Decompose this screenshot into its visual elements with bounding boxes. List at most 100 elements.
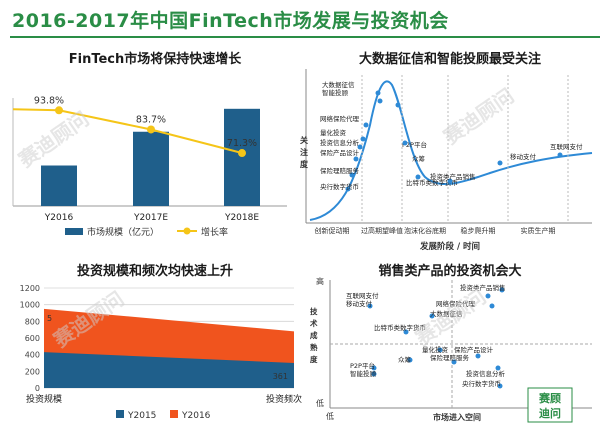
y-axis-label-char: 术 — [310, 318, 318, 328]
hype-point — [402, 140, 408, 146]
x-tick-label: Y2017E — [133, 213, 168, 223]
hype-cycle-title: 大数据征信和智能投顾最受关注 — [358, 52, 541, 67]
y-tick-label: 1000 — [20, 301, 40, 310]
legend-swatch-y2015 — [116, 410, 124, 418]
legend-label-y2016: Y2016 — [181, 411, 211, 421]
bar-market-size — [224, 108, 260, 206]
legend-label-rate: 增长率 — [201, 226, 228, 238]
matrix-point-label: 保险产品设计 — [454, 345, 494, 354]
hype-point-label: 保险产品设计 — [320, 148, 360, 157]
growth-rate-label: 71.3% — [227, 138, 257, 149]
stage-label: 创新促动期 — [315, 226, 350, 235]
growth-rate-label: 83.7% — [136, 114, 166, 125]
matrix-point — [485, 293, 491, 299]
title-bar: 2016-2017年中国FinTech市场发展与投资机会 — [0, 0, 602, 44]
legend-swatch-y2016 — [170, 410, 178, 418]
y-tick-label: 800 — [25, 317, 40, 326]
y-tick-label: 1200 — [20, 284, 40, 293]
area-annotation: 5 — [47, 314, 52, 323]
matrix-point-label: 众筹 — [398, 355, 412, 364]
hype-point — [353, 156, 359, 162]
matrix-point — [451, 359, 457, 365]
legend-marker-rate — [183, 227, 191, 235]
stage-label: 稳步爬升期 — [461, 226, 496, 235]
hype-point — [363, 122, 369, 128]
hype-point — [375, 90, 381, 96]
matrix-title: 销售类产品的投资机会大 — [378, 264, 522, 279]
matrix-point-label: 量化投资 — [422, 345, 449, 354]
hype-point-label: 移动支付 — [510, 152, 537, 161]
matrix-point-label: 投资信息分析 — [466, 369, 506, 378]
y-axis-low: 低 — [316, 398, 324, 408]
matrix-point — [407, 357, 413, 363]
hype-point-label: 大数据征信 — [322, 80, 355, 89]
matrix-point-label: 央行数字货币 — [462, 379, 501, 388]
matrix-point — [495, 365, 501, 371]
matrix-point-label: 智能投顾 — [350, 369, 377, 378]
y-tick-label: 600 — [25, 334, 40, 343]
investment-area-chart: 0 200 400 600 800 1000 1200 5 361 投资规模 投资频次 Y2015 Y2… — [20, 284, 302, 421]
title-divider — [10, 36, 600, 38]
hype-point-label: 智能投顾 — [322, 88, 349, 97]
watermark-text: 赛迪顾问 — [438, 84, 518, 150]
y-axis-label-char: 度 — [300, 159, 309, 169]
bar-market-size — [41, 165, 77, 206]
legend-swatch-market — [65, 228, 83, 235]
page-title: 2016-2017年中国FinTech市场发展与投资机会 — [12, 10, 449, 32]
hype-point-label: 央行数字货币 — [320, 182, 359, 191]
matrix-point-label: 网络保险代理 — [436, 299, 476, 308]
y-axis-label-char: 度 — [310, 354, 318, 364]
matrix-point — [367, 303, 373, 309]
growth-rate-label: 93.8% — [34, 95, 64, 106]
watermark-text: 赛迪顾问 — [410, 285, 490, 351]
hype-point — [447, 178, 453, 184]
x-tick-label: 投资规模 — [26, 393, 62, 405]
matrix-point-label: P2P平台 — [350, 361, 375, 370]
hype-curve — [309, 80, 593, 221]
hype-point-label: 比特币类数字货币 — [406, 178, 458, 187]
hype-point-label: 保险理赔服务 — [320, 166, 360, 175]
y-tick-label: 400 — [25, 351, 40, 360]
growth-rate-point — [55, 106, 63, 115]
hype-point-label: 量化投资 — [320, 128, 347, 137]
hype-point — [497, 160, 503, 166]
y-tick-label: 200 — [25, 367, 40, 376]
stage-label: 过高期望峰值 — [361, 226, 403, 235]
matrix-point — [489, 303, 495, 309]
legend-label-market: 市场规模（亿元） — [87, 226, 159, 238]
y-axis-label-char: 注 — [300, 147, 308, 157]
matrix-point — [475, 353, 481, 359]
fintech-growth-chart: Y2016 Y2017E Y2018E 93.8% 83.7% 71.3% 市场规模（亿元）… — [12, 95, 287, 238]
growth-rate-line — [12, 108, 243, 154]
fintech-growth-title: FinTech市场将保持快速增长 — [68, 52, 242, 67]
x-tick-label: Y2018E — [224, 213, 259, 223]
y-axis-label-char: 成 — [310, 330, 318, 340]
matrix-point-label: 投资类产品销售 — [460, 283, 506, 292]
x-axis-label: 市场进入空间 — [433, 412, 481, 422]
matrix-point — [403, 329, 409, 335]
matrix-point — [499, 287, 505, 293]
logo-text: 赛顾 — [538, 391, 561, 405]
matrix-point-label: 比特币类数字货币 — [374, 323, 426, 332]
growth-rate-point — [238, 149, 246, 158]
hype-point — [360, 136, 366, 142]
hype-point — [377, 98, 383, 104]
logo-text: 迪问 — [539, 406, 561, 420]
y-axis-high: 高 — [316, 276, 324, 286]
matrix-point — [371, 365, 377, 371]
x-tick-label: 投资频次 — [266, 393, 302, 405]
matrix-point — [429, 313, 435, 319]
area-y2015 — [44, 352, 294, 388]
stage-label: 实质生产期 — [521, 226, 556, 235]
y-tick-label: 0 — [35, 384, 40, 393]
growth-rate-point — [147, 125, 155, 134]
hype-point — [395, 102, 401, 108]
matrix-point-label: 移动支付 — [346, 299, 373, 308]
hype-point-label: P2P平台 — [402, 140, 427, 149]
matrix-point — [497, 383, 503, 389]
hype-point-label: 投资信息分析 — [320, 138, 360, 147]
matrix-point — [371, 371, 377, 377]
investment-chart-title: 投资规模和频次均快速上升 — [76, 264, 233, 279]
x-axis-label: 发展阶段 / 时间 — [419, 241, 480, 252]
